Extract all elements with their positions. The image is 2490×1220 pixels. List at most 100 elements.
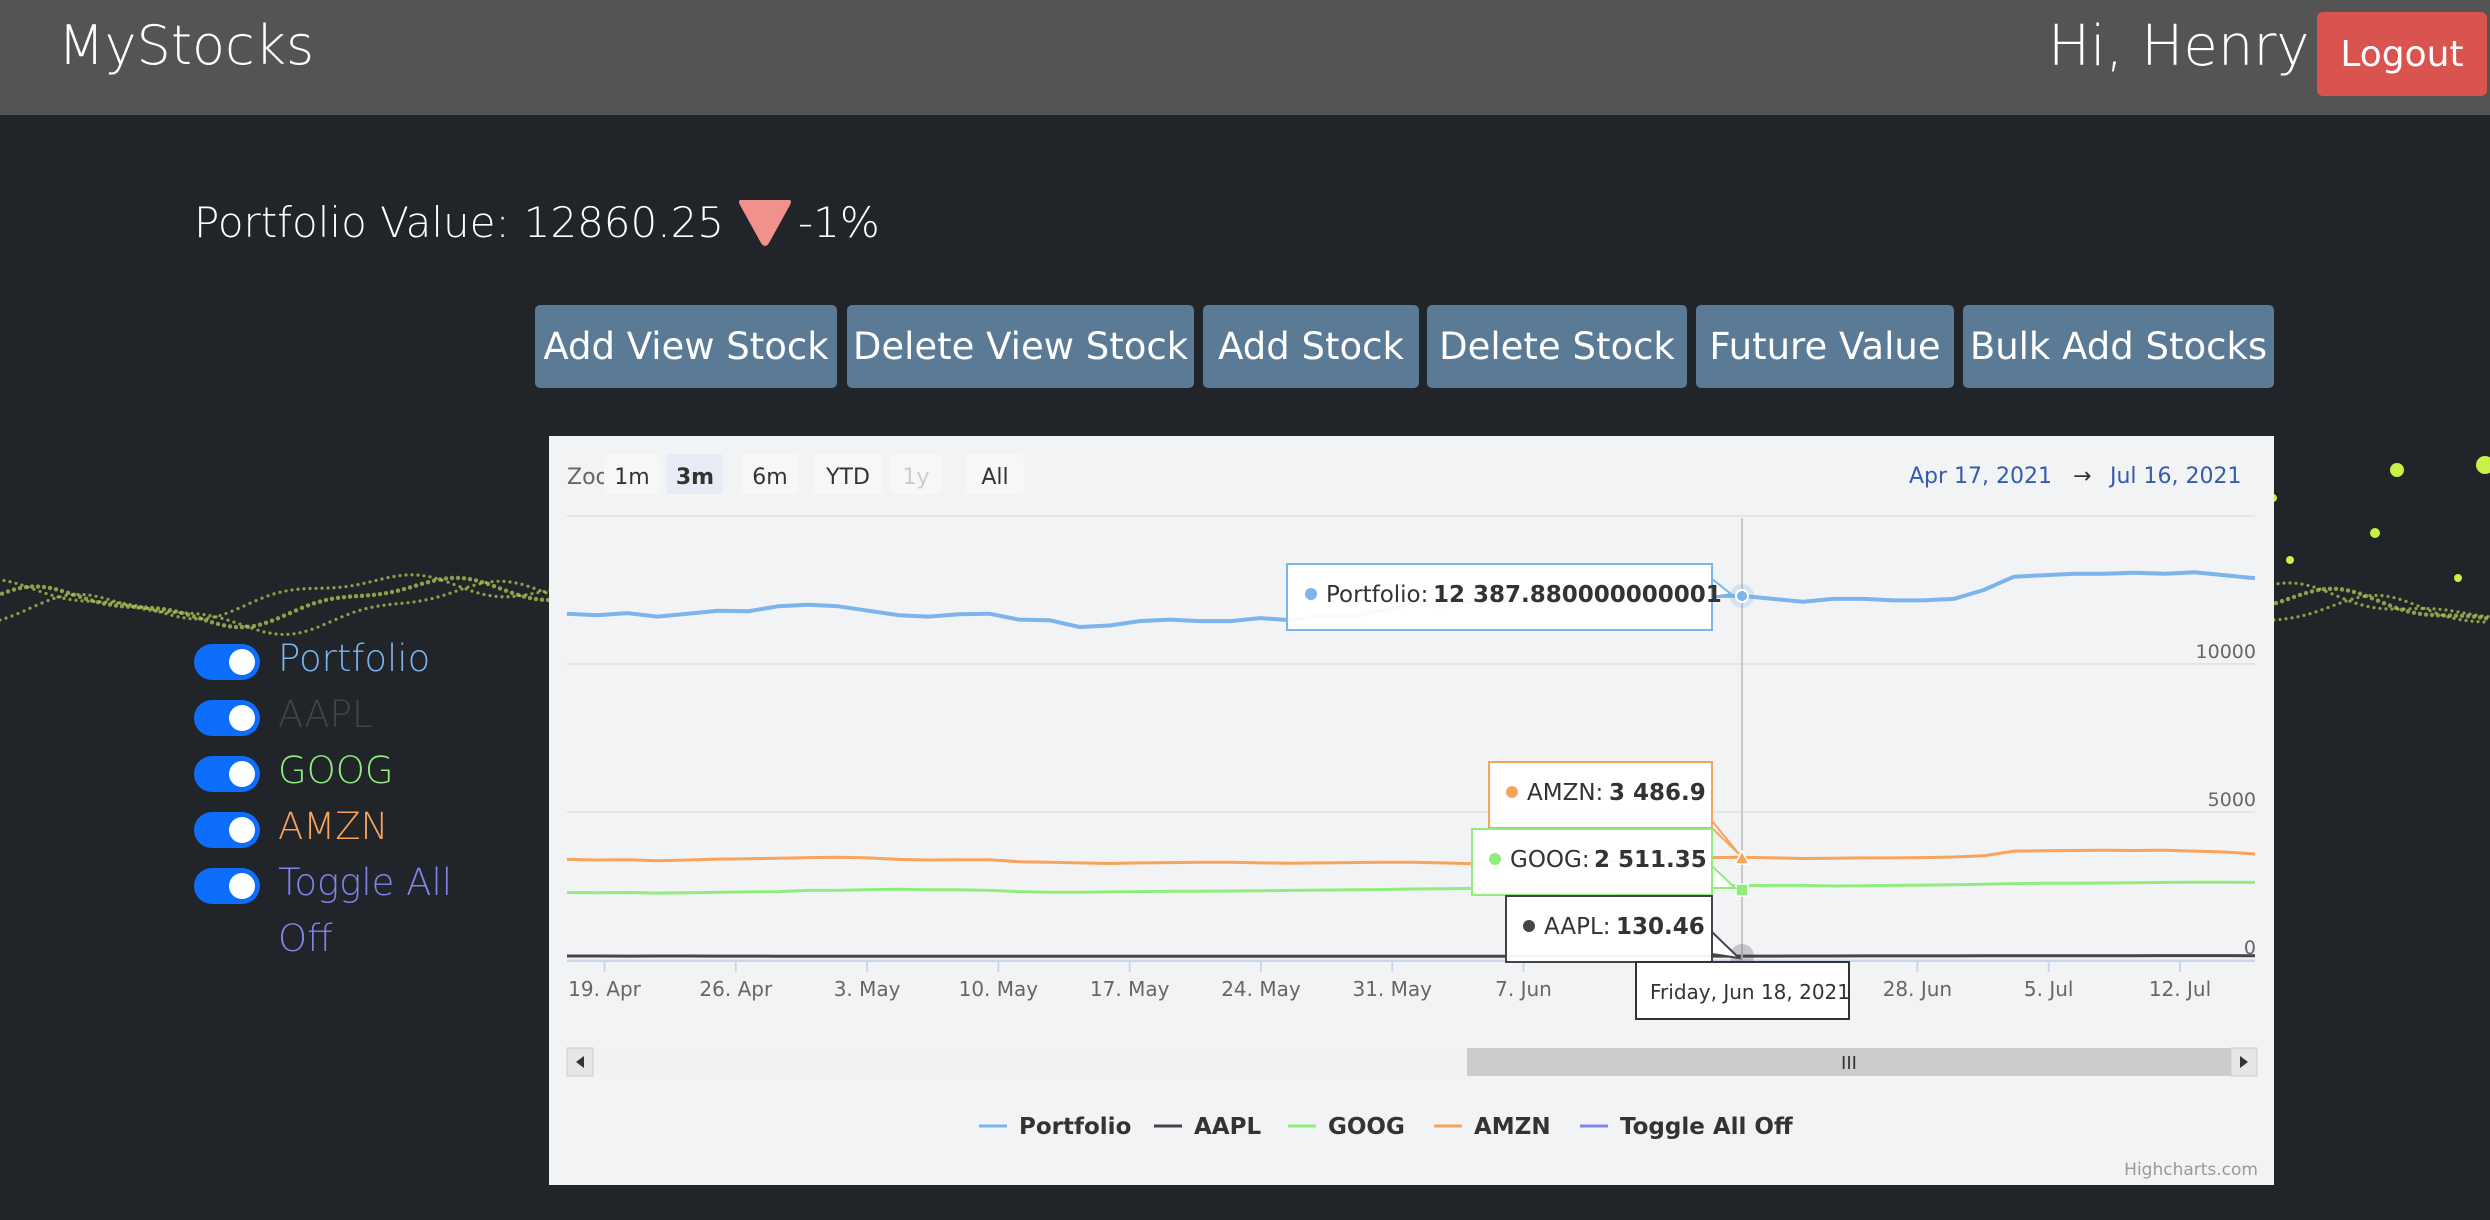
zoom-button-6m[interactable] <box>742 454 798 494</box>
bulk-add-stocks-button[interactable]: Bulk Add Stocks <box>1963 305 2274 388</box>
x-axis-ticks: 19. Apr 26. Apr 3. May 10. May 17. May 24. Ma… <box>568 961 2211 1001</box>
chart-series <box>566 570 2256 958</box>
particle-wave-background <box>0 456 2490 637</box>
scrollbar-thumb[interactable] <box>1467 1048 2231 1076</box>
portfolio-tooltip-pointer <box>1711 578 1734 598</box>
scrollbar-grip: III <box>1841 1053 1857 1074</box>
user-greeting: Hi, Henry <box>2048 14 2310 79</box>
legend-item-amzn[interactable]: AMZN <box>1474 1114 1551 1140</box>
brand-title[interactable]: MyStocks <box>58 14 315 77</box>
x-tick-label: 3. May <box>834 977 901 1001</box>
range-from-date[interactable]: Apr 17, 2021 <box>1909 464 2052 489</box>
chart-gridlines <box>567 515 2255 962</box>
x-tick-label: 19. Apr <box>568 977 642 1001</box>
zoom-button-1y[interactable] <box>891 454 941 494</box>
series-line-goog[interactable] <box>566 880 2256 895</box>
series-line-amzn[interactable] <box>566 848 2256 866</box>
arrow-left-icon <box>576 1056 584 1068</box>
add-stock-button[interactable]: Add Stock <box>1203 305 1419 388</box>
zoom-button-3m[interactable] <box>667 454 723 494</box>
x-tick-label: 31. May <box>1352 977 1432 1001</box>
range-to-date[interactable]: Jul 16, 2021 <box>2108 464 2242 489</box>
zoom-button-label[interactable]: 6m <box>752 465 787 490</box>
aapl-tooltip-pointer <box>1711 931 1742 960</box>
chart-canvas: Zoom 1m 3m 6m YTD 1y All Apr 17, 2021 → Jul 1… <box>566 454 2258 1180</box>
logout-button[interactable]: Logout <box>2317 12 2487 96</box>
delete-view-stock-button[interactable]: Delete View Stock <box>847 305 1194 388</box>
x-tick-label: 28. Jun <box>1883 977 1952 1001</box>
goog-tooltip-name: GOOG: <box>1510 847 1590 873</box>
x-tick-label: 24. May <box>1221 977 1301 1001</box>
zoom-button-label[interactable]: 1y <box>902 465 929 490</box>
toggle-switch[interactable] <box>194 700 260 736</box>
zoom-button-label[interactable]: 1m <box>614 465 649 490</box>
portfolio-change-percent: -1% <box>798 197 880 247</box>
goog-tooltip-value: 2 511.35 <box>1594 847 1707 873</box>
y-axis-ticks: 0 5000 10000 <box>2196 641 2256 959</box>
toggle-switch[interactable] <box>194 756 260 792</box>
aapl-tooltip-value: 130.46 <box>1616 914 1705 940</box>
legend-item-toggle-all-off[interactable]: Toggle All Off <box>1620 1114 1793 1140</box>
amzn-tooltip-value: 3 486.9 <box>1609 780 1706 806</box>
toggle-switch[interactable] <box>194 812 260 848</box>
zoom-button-all[interactable] <box>966 454 1024 494</box>
series-line-aapl[interactable] <box>567 954 2256 958</box>
portfolio-tooltip: Portfolio: 12 387.880000000001 <box>1286 563 1722 631</box>
range-arrow: → <box>2073 464 2091 489</box>
x-tick-label: 12. Jul <box>2149 977 2211 1001</box>
legend-item-goog[interactable]: GOOG <box>1328 1114 1405 1140</box>
x-tick-label: 26. Apr <box>699 977 773 1001</box>
aapl-tooltip-name: AAPL: <box>1544 914 1611 940</box>
portfolio-value-label: Portfolio Value: <box>194 197 510 247</box>
y-tick-label: 5000 <box>2208 789 2256 811</box>
delete-stock-button[interactable]: Delete Stock <box>1427 305 1687 388</box>
add-view-stock-button[interactable]: Add View Stock <box>535 305 837 388</box>
portfolio-hover-marker <box>1735 589 1749 603</box>
x-tick-label: 5. Jul <box>2024 977 2074 1001</box>
highcharts-credits[interactable]: Highcharts.com <box>2124 1160 2258 1180</box>
goog-tooltip: GOOG: 2 511.35 <box>1471 828 1713 896</box>
zoom-button-1m[interactable] <box>604 454 660 494</box>
toggle-label-amzn: AMZN <box>278 805 389 848</box>
x-tick-label: 10. May <box>959 977 1039 1001</box>
toggle-label-aapl: AAPL <box>278 693 373 736</box>
portfolio-value-amount: 12860.25 <box>523 197 725 247</box>
amzn-tooltip: AMZN: 3 486.9 <box>1488 761 1713 829</box>
y-tick-label: 0 <box>2244 937 2256 959</box>
y-tick-label: 10000 <box>2196 641 2256 663</box>
zoom-button-label[interactable]: 3m <box>676 465 714 490</box>
x-tick-label: 17. May <box>1090 977 1170 1001</box>
zoom-button-ytd[interactable] <box>813 454 883 494</box>
aapl-tooltip: AAPL: 130.46 <box>1505 895 1713 963</box>
scroll-right-button[interactable] <box>2230 1047 2258 1077</box>
goog-hover-marker <box>1735 883 1749 897</box>
toggle-label-goog: GOOG <box>278 749 394 792</box>
amzn-tooltip-pointer <box>1711 820 1740 855</box>
future-value-button[interactable]: Future Value <box>1696 305 1954 388</box>
legend-item-aapl[interactable]: AAPL <box>1194 1114 1261 1140</box>
toggle-label-portfolio: Portfolio <box>278 637 431 680</box>
down-triangle-icon <box>739 200 792 246</box>
chart-legend: Portfolio AAPL GOOG AMZN Toggle All Off <box>979 1114 1793 1140</box>
portfolio-tooltip-name: Portfolio: <box>1326 582 1428 608</box>
date-tooltip: Friday, Jun 18, 2021 <box>1635 961 1850 1020</box>
toggle-label-all-off-line2: Off <box>278 917 333 960</box>
arrow-right-icon <box>2240 1056 2248 1068</box>
amzn-tooltip-name: AMZN: <box>1527 780 1603 806</box>
amzn-hover-marker <box>1733 849 1751 865</box>
stock-chart: Zoom 1m 3m 6m YTD 1y All Apr 17, 2021 → Jul 1… <box>549 436 2274 1185</box>
zoom-button-label[interactable]: YTD <box>825 465 870 490</box>
date-tooltip-text: Friday, Jun 18, 2021 <box>1650 980 1850 1004</box>
zoom-button-label[interactable]: All <box>981 465 1008 490</box>
toggle-switch[interactable] <box>194 644 260 680</box>
portfolio-value-summary: Portfolio Value: 12860.25 -1% <box>194 196 880 248</box>
x-tick-label: 7. Jun <box>1495 977 1552 1001</box>
portfolio-tooltip-value: 12 387.880000000001 <box>1433 582 1722 608</box>
zoom-button-group: 1m 3m 6m YTD 1y All <box>604 454 1024 494</box>
toggle-label-all-off-line1: Toggle All <box>278 861 453 904</box>
navbar: MyStocks Hi, Henry Logout <box>0 0 2490 115</box>
legend-item-portfolio[interactable]: Portfolio <box>1019 1114 1131 1140</box>
goog-tooltip-pointer <box>1711 865 1738 889</box>
navigator-scrollbar[interactable]: III <box>566 1047 2258 1077</box>
toggle-switch[interactable] <box>194 868 260 904</box>
